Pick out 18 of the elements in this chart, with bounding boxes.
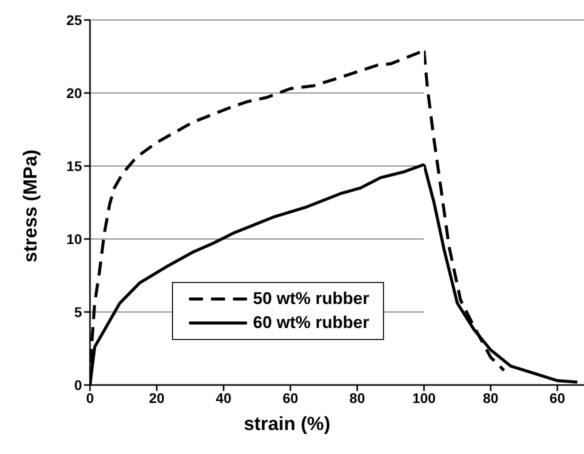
x-tick-label: 80 [482,390,499,406]
y-tick-label: 20 [66,84,82,101]
x-tick-label: 60 [550,390,566,406]
y-axis-title: stress (MPa) [20,150,42,262]
y-tick-label: 0 [74,376,82,393]
x-tick-label: 0 [86,390,94,406]
y-tick-label: 25 [66,12,82,28]
y-tick-label: 10 [66,230,82,247]
x-axis-title: strain (%) [244,414,330,435]
legend-label: 60 wt% rubber [253,312,370,334]
legend-label: 50 wt% rubber [253,288,370,310]
x-tick-label: 20 [149,390,165,406]
x-tick-label: 100 [412,390,436,406]
x-tick-label: 60 [282,390,298,406]
y-tick-label: 15 [66,158,82,174]
x-tick-label: 40 [216,390,232,406]
y-tick-label: 5 [74,304,82,320]
x-tick-label: 80 [349,390,366,406]
